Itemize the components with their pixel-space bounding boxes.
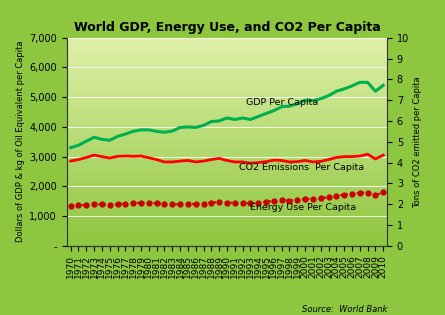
Y-axis label: Tons of CO2 emitted per Capita: Tons of CO2 emitted per Capita [413,76,422,208]
Title: World GDP, Energy Use, and CO2 Per Capita: World GDP, Energy Use, and CO2 Per Capit… [73,21,380,34]
Text: Source:  World Bank: Source: World Bank [302,305,387,314]
Text: Energy Use Per Capita: Energy Use Per Capita [251,203,356,212]
Text: GDP Per Capita: GDP Per Capita [247,98,319,106]
Y-axis label: Dollars of GDP & kg of Oil Equivalent per Capita: Dollars of GDP & kg of Oil Equivalent pe… [16,41,25,243]
Text: CO2 Emissions  Per Capita: CO2 Emissions Per Capita [239,163,364,172]
